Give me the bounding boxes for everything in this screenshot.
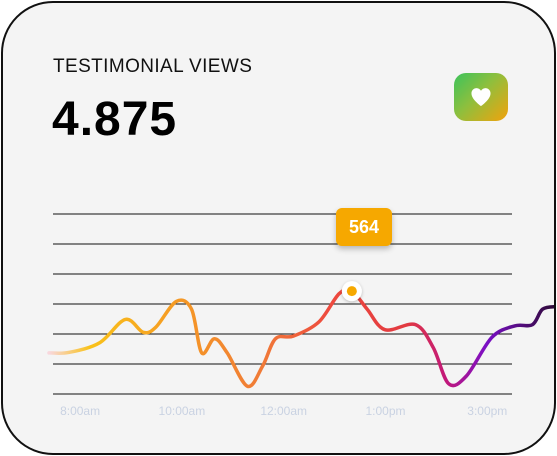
- chart-grid: [53, 213, 512, 395]
- widget-title: TESTIMONIAL VIEWS: [53, 56, 253, 77]
- x-tick-label: 8:00am: [60, 404, 100, 418]
- favorite-button[interactable]: [454, 73, 508, 121]
- highlight-point[interactable]: [346, 286, 357, 297]
- views-line-chart: 8:00am 10:00am 12:00am 1:00pm 3:00pm: [47, 213, 554, 418]
- series-line: [47, 287, 554, 389]
- heart-icon: [471, 88, 491, 107]
- widget-value: 4.875: [52, 93, 178, 146]
- x-axis-ticks: 8:00am 10:00am 12:00am 1:00pm 3:00pm: [60, 404, 507, 418]
- x-tick-label: 10:00am: [159, 404, 206, 418]
- highlight-tooltip: 564: [336, 208, 392, 246]
- x-tick-label: 12:00am: [260, 404, 307, 418]
- x-tick-label: 3:00pm: [467, 404, 507, 418]
- x-tick-label: 1:00pm: [365, 404, 405, 418]
